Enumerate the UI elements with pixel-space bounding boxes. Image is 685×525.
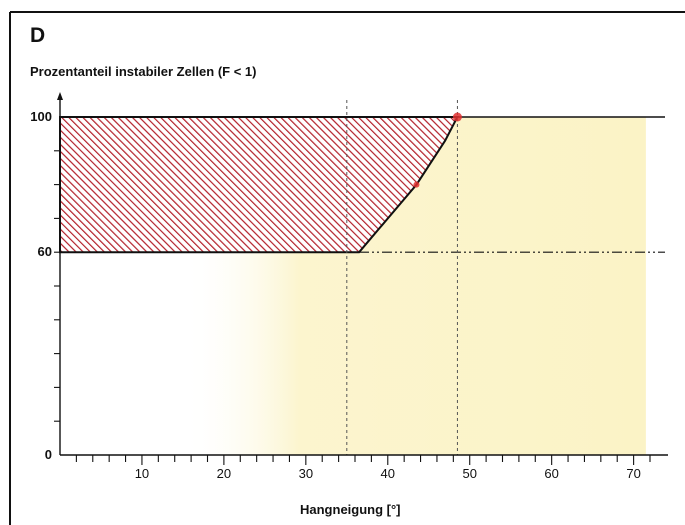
x-tick-label: 50 [462, 466, 476, 481]
curve-point [452, 112, 462, 122]
x-tick-label: 60 [544, 466, 558, 481]
y-tick-label: 60 [38, 244, 52, 259]
curve-point [413, 181, 420, 188]
y-axis-arrow [57, 92, 63, 100]
x-tick-label: 30 [299, 466, 313, 481]
y-tick-label: 0 [45, 447, 52, 462]
y-tick-label: 100 [30, 109, 52, 124]
chart-title: Prozentanteil instabiler Zellen (F < 1) [30, 64, 257, 79]
x-tick-label: 70 [626, 466, 640, 481]
x-tick-label: 10 [135, 466, 149, 481]
x-axis-title: Hangneigung [°] [300, 502, 401, 517]
x-tick-label: 40 [381, 466, 395, 481]
x-tick-label: 20 [217, 466, 231, 481]
panel-label: D [30, 24, 46, 47]
